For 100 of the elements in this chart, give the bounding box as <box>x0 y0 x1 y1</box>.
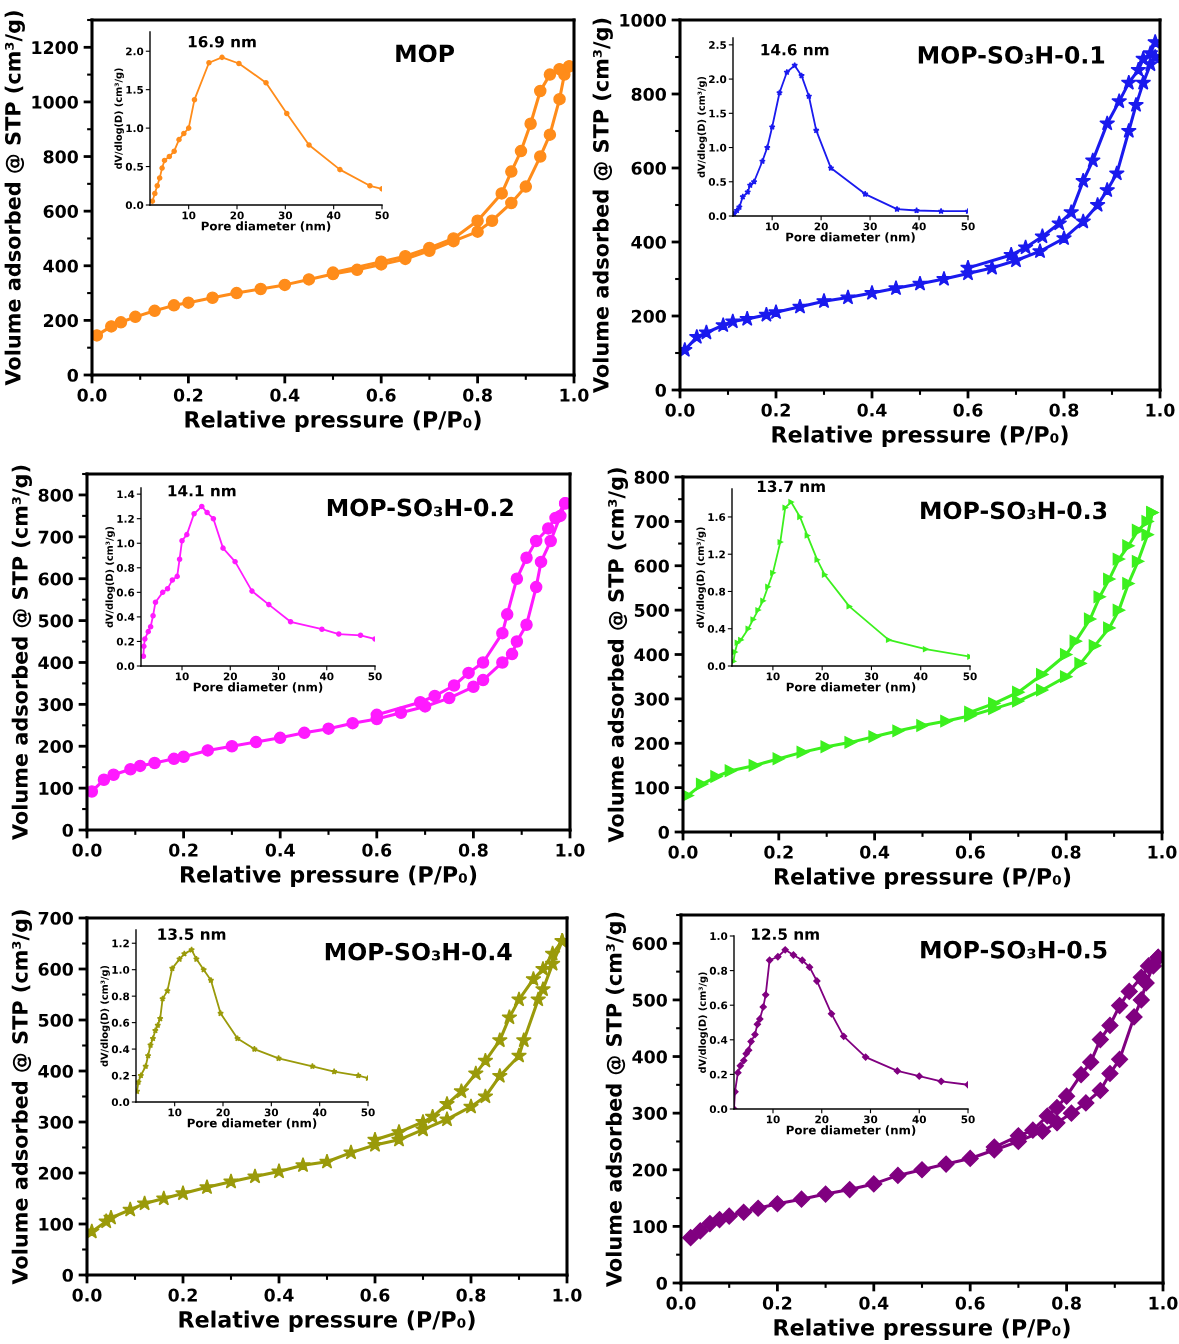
x-tick-label: 0.8 <box>1052 1296 1081 1310</box>
x-axis-title: Relative pressure (P/P₀) <box>179 1310 475 1333</box>
y-tick-label: 600 <box>632 937 667 951</box>
y-tick-label: 2.0 <box>709 75 727 84</box>
x-tick-label: 10 <box>168 1108 182 1117</box>
x-tick-label: 0.8 <box>456 1288 486 1302</box>
y-tick-label: 700 <box>38 911 73 925</box>
y-tick-label: 400 <box>631 235 666 249</box>
x-tick-label: 0.4 <box>270 388 300 402</box>
y-tick-label: 500 <box>38 614 73 628</box>
y-tick-label: 1.2 <box>708 550 725 559</box>
x-tick-label: 20 <box>815 672 829 681</box>
y-axis-title: dV/dlog(D) (cm³/g) <box>114 68 124 169</box>
y-axis-title: Volume adsorbed @ STP (cm³/g) <box>592 18 613 393</box>
annotation: 12.5 nm <box>752 928 819 940</box>
y-tick-label: 400 <box>43 259 78 273</box>
x-tick-label: 0.0 <box>77 388 107 402</box>
x-tick-label: 0.8 <box>1049 403 1079 417</box>
y-tick-label: 0.0 <box>116 662 135 671</box>
y-tick-label: 0.2 <box>116 637 134 646</box>
x-axis-title: Relative pressure (P/P₀) <box>181 865 477 888</box>
x-tick-label: 0.2 <box>764 845 793 859</box>
y-tick-label: 200 <box>631 309 666 323</box>
y-tick-label: 0 <box>658 825 669 839</box>
y-axis-title: dV/dlog(D) (cm³/g) <box>697 76 707 178</box>
text: MOP-SO₃H-0.5 <box>921 940 1107 959</box>
x-axis-title: Relative pressure (P/P₀) <box>774 1318 1070 1341</box>
y-tick-label: 300 <box>38 1115 73 1129</box>
x-tick-label: 30 <box>864 672 879 681</box>
y-tick-label: 0 <box>656 1276 667 1290</box>
x-tick-label: 0.2 <box>761 403 790 417</box>
x-tick-label: 40 <box>326 211 341 220</box>
text: MOP-SO₃H-0.4 <box>325 942 512 961</box>
x-tick-label: 40 <box>312 1108 327 1117</box>
y-axis-title: dV/dlog(D) (cm³/g) <box>696 527 706 628</box>
text: MOP-SO₃H-0.2 <box>327 498 513 517</box>
x-tick-label: 0.0 <box>72 843 102 857</box>
y-tick-label: 400 <box>632 1050 667 1064</box>
x-tick-label: 10 <box>766 672 780 681</box>
x-tick-label: 1.0 <box>556 843 585 857</box>
x-tick-label: 40 <box>319 672 334 681</box>
x-tick-label: 0.4 <box>859 1296 889 1310</box>
x-tick-label: 30 <box>271 672 286 681</box>
y-tick-label: 1.0 <box>126 124 144 133</box>
x-tick-label: 10 <box>175 672 189 681</box>
x-tick-label: 0.6 <box>953 403 983 417</box>
x-tick-label: 0.6 <box>955 845 985 859</box>
y-axis-title: Volume adsorbed @ STP (cm³/g) <box>11 465 33 840</box>
y-tick-label: 200 <box>38 739 73 754</box>
annotation: 14.6 nm <box>761 43 829 56</box>
x-tick-label: 20 <box>223 672 238 681</box>
y-tick-label: 100 <box>635 781 669 795</box>
y-tick-label: 200 <box>632 1163 667 1177</box>
y-axis-title: Volume adsorbed @ STP (cm³/g) <box>11 910 33 1285</box>
y-tick-label: 0.8 <box>707 587 726 596</box>
y-tick-label: 200 <box>634 736 669 751</box>
x-tick-label: 0.8 <box>463 388 492 402</box>
y-tick-label: 0 <box>67 368 78 382</box>
x-tick-label: 50 <box>361 1108 375 1117</box>
x-tick-label: 0.6 <box>366 388 396 402</box>
annotation: 16.9 nm <box>188 35 256 48</box>
y-tick-label: 100 <box>39 1217 73 1231</box>
y-tick-label: 0.0 <box>125 201 144 210</box>
y-tick-label: 400 <box>38 1064 73 1078</box>
y-axis-title: Volume adsorbed @ STP (cm³/g) <box>605 912 627 1287</box>
y-tick-label: 0.2 <box>111 1071 129 1080</box>
y-tick-label: 600 <box>634 559 669 573</box>
y-tick-label: 1.5 <box>126 86 144 94</box>
y-tick-label: 1000 <box>32 95 78 109</box>
y-tick-label: 300 <box>38 698 73 712</box>
text: MOP-SO₃H-0.3 <box>921 501 1107 520</box>
x-tick-label: 30 <box>264 1108 279 1117</box>
x-tick-label: 1.0 <box>1148 845 1177 859</box>
y-tick-label: 700 <box>38 530 73 544</box>
y-tick-label: 0 <box>62 1268 73 1282</box>
y-tick-label: 0.2 <box>709 1070 727 1079</box>
y-tick-label: 0.5 <box>708 178 727 186</box>
x-tick-label: 1.0 <box>1146 403 1175 417</box>
y-tick-label: 300 <box>632 1106 667 1120</box>
x-tick-label: 0.2 <box>168 1288 197 1302</box>
x-tick-label: 20 <box>230 211 244 220</box>
y-tick-label: 800 <box>634 470 669 484</box>
y-tick-label: 0.4 <box>709 1036 728 1044</box>
x-axis-title: Pore diameter (nm) <box>193 682 323 693</box>
y-tick-label: 1.0 <box>117 539 135 548</box>
y-tick-label: 100 <box>39 781 73 795</box>
y-tick-label: 0.8 <box>116 564 135 572</box>
text: MOP-SO₃H-0.1 <box>918 45 1105 64</box>
y-tick-label: 0 <box>655 383 666 397</box>
y-tick-label: 500 <box>38 1013 73 1027</box>
x-axis-title: Relative pressure (P/P₀) <box>185 410 481 433</box>
x-tick-label: 0.2 <box>762 1296 792 1310</box>
x-tick-label: 10 <box>766 1115 780 1124</box>
y-tick-label: 600 <box>43 204 78 218</box>
y-axis-title: Volume adsorbed @ STP (cm³/g) <box>607 468 629 843</box>
y-tick-label: 1.4 <box>117 490 135 499</box>
x-tick-label: 20 <box>216 1108 230 1117</box>
y-tick-label: 1000 <box>620 13 666 27</box>
y-tick-label: 800 <box>43 150 78 164</box>
y-tick-label: 1200 <box>32 41 78 55</box>
